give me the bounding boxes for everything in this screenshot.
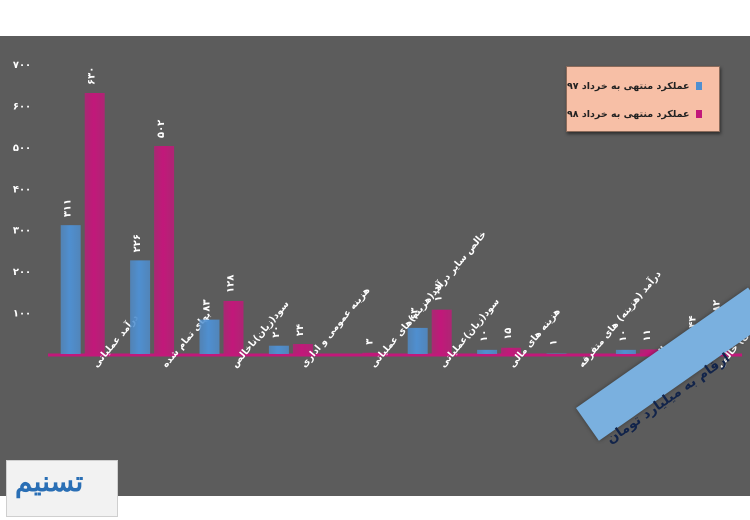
data-label: ۱۰: [618, 330, 629, 342]
bar-98-2: [223, 300, 244, 354]
bar-97-6: [477, 349, 498, 354]
data-label: ۶۳: [410, 308, 421, 320]
legend-label-98: عملکرد منتهی به خرداد ۹۸: [567, 108, 690, 120]
data-label: ۳: [364, 339, 375, 345]
bar-98-6: [501, 347, 522, 354]
logo-text: تسنیم: [15, 465, 84, 498]
legend-swatch-97: [695, 82, 702, 90]
legend-swatch-98: [695, 110, 702, 118]
data-label: ۲۴: [295, 324, 306, 336]
bar-97-0: [60, 225, 81, 354]
category-label: خالص سایر درآمد(هزینه)های عملیاتی: [367, 228, 489, 370]
data-label: ۴۴: [687, 316, 698, 328]
data-label: ۸۳: [202, 299, 213, 311]
bar-98-1: [154, 146, 175, 354]
data-label: ۸۲: [711, 300, 722, 312]
bar-97-3: [268, 345, 289, 354]
data-label: ۵۰۲: [156, 120, 167, 138]
bar-98-0: [84, 93, 105, 354]
bar-97-5: [407, 327, 428, 354]
data-label: ۱۱: [642, 329, 653, 341]
legend-item-97: عملکرد منتهی به خرداد ۹۷: [567, 73, 715, 99]
y-tick-label: ۴۰۰: [13, 184, 31, 195]
data-label: ۳۱۱: [63, 199, 74, 217]
bar-98-5: [431, 309, 452, 354]
y-tick-label: ۱۰۰: [13, 309, 31, 320]
legend-label-97: عملکرد منتهی به خرداد ۹۷: [567, 80, 690, 92]
y-tick-label: ۷۰۰: [13, 60, 31, 71]
bar-97-2: [199, 319, 220, 354]
bar-98-3: [292, 344, 313, 354]
data-label: ۱: [549, 339, 560, 345]
data-label: ۱۰: [479, 330, 490, 342]
tasnim-logo: تسنیم: [6, 460, 118, 517]
bar-98-4: [362, 352, 383, 354]
chart-legend: عملکرد منتهی به خرداد ۹۷ عملکرد منتهی به…: [566, 66, 720, 132]
data-label: ۲۲۶: [132, 234, 143, 252]
data-label: ۲۰: [271, 325, 282, 337]
category-label: هزینه عمومی و اداری: [299, 285, 373, 370]
bar-97-1: [130, 260, 151, 354]
y-tick-label: ۵۰۰: [13, 143, 31, 154]
data-label: ۱۰۷: [434, 283, 445, 301]
y-tick-label: ۲۰۰: [13, 267, 31, 278]
y-tick-label: ۳۰۰: [13, 226, 31, 237]
legend-item-98: عملکرد منتهی به خرداد ۹۸: [567, 101, 715, 127]
y-tick-label: ۶۰۰: [13, 101, 31, 112]
data-label: ۱۲۸: [226, 275, 237, 293]
bar-98-8: [639, 349, 660, 354]
category-label: هزینه های مالی: [507, 306, 563, 370]
bar-97-8: [615, 349, 636, 354]
data-label: ۱۵: [503, 328, 514, 340]
data-label: ۶۳۰: [87, 67, 98, 85]
